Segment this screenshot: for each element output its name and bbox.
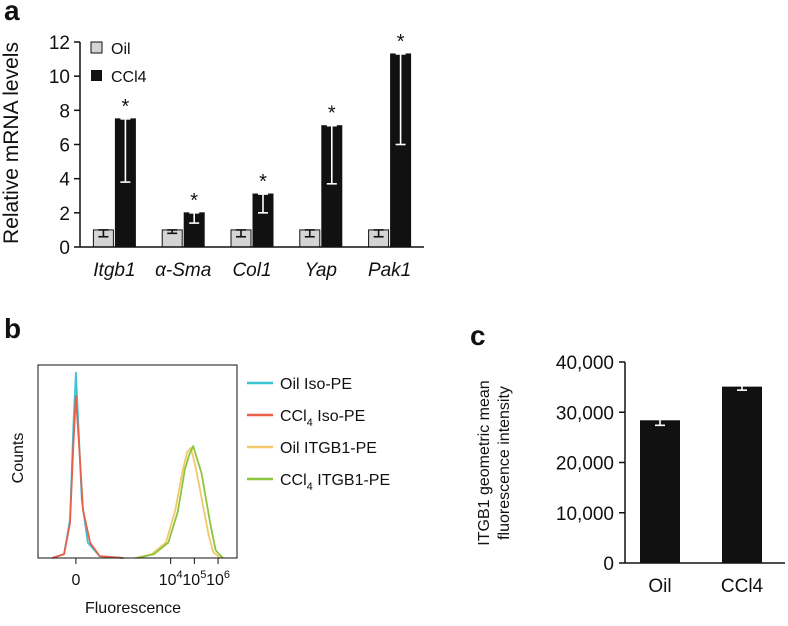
x-tick-label: 105: [182, 569, 206, 589]
legend-label-2: Oil ITGB1-PE: [280, 440, 377, 457]
panel-a-x-labels: Itgb1 α-Sma Col1 Yap Pak1: [93, 260, 411, 281]
y-tick-label: 30,000: [556, 403, 614, 424]
legend-swatch-oil: [90, 41, 103, 54]
significance-star: *: [328, 103, 336, 125]
x-tick-exponent: 4: [177, 569, 183, 581]
y-tick-label: 8: [59, 101, 70, 122]
panel-a-y-axis-label: Relative mRNA levels: [0, 42, 23, 244]
panel-b-x-ticks: 0 104 105 106: [71, 558, 230, 589]
x-category-label: Yap: [305, 260, 337, 281]
y-tick-label: 2: [59, 204, 70, 225]
legend-label-tail: ITGB1-PE: [313, 472, 390, 489]
x-category-label: Pak1: [368, 260, 411, 281]
panel-label-b: b: [4, 313, 21, 344]
panel-c-bars: [640, 382, 762, 563]
x-tick-exponent: 5: [200, 569, 206, 581]
x-category-label: Oil: [648, 576, 671, 597]
legend-label-subscript: 4: [307, 417, 313, 429]
legend-label-tail: Iso-PE: [313, 408, 365, 425]
panel-label-c: c: [470, 320, 486, 351]
y-tick-label: 12: [49, 33, 70, 54]
panel-label-a: a: [4, 0, 20, 26]
panel-a-bars: * * * * *: [92, 31, 412, 248]
x-tick-label: 104: [159, 569, 183, 589]
bar-0: [640, 420, 680, 563]
x-category-label: CCl4: [721, 576, 764, 597]
x-category-label: α-Sma: [155, 260, 211, 281]
y-tick-label: 4: [59, 170, 70, 191]
y-tick-label: 10,000: [556, 504, 614, 525]
legend-label-main: CCl: [280, 408, 307, 425]
legend-label-1: CCl4 Iso-PE: [280, 408, 365, 429]
legend-swatch-ccl4: [91, 70, 102, 81]
x-tick-base: 10: [182, 572, 200, 589]
significance-star: *: [122, 96, 130, 118]
panel-b-histograms: [51, 371, 224, 559]
x-tick-base: 10: [206, 572, 224, 589]
y-tick-label: 0: [59, 238, 70, 259]
y-tick-label: 10: [49, 67, 70, 88]
x-tick-exponent: 6: [224, 569, 230, 581]
histogram-curve-2: [134, 447, 221, 559]
panel-c-y-axis-label-line1: ITGB1 geometric mean: [476, 380, 493, 545]
histogram-curve-3: [137, 445, 224, 559]
panel-a-y-ticks: 0 2 4 6 8 10 12: [49, 33, 80, 259]
y-tick-label: 20,000: [556, 454, 614, 475]
x-tick-base: 0: [71, 572, 80, 589]
panel-b-y-axis-label: Counts: [10, 433, 27, 484]
legend-label-3: CCl4 ITGB1-PE: [280, 472, 390, 493]
x-tick-label: 106: [206, 569, 230, 589]
y-tick-label: 40,000: [556, 353, 614, 374]
legend-label-main: Oil ITGB1-PE: [280, 440, 377, 457]
panel-c-y-ticks: 0 10,000 20,000 30,000 40,000: [556, 353, 625, 575]
panel-c-y-axis-label-line2: fluorescence intensity: [496, 386, 513, 540]
significance-star: *: [259, 171, 267, 193]
x-tick-label: 0: [71, 572, 80, 589]
legend-label-0: Oil Iso-PE: [280, 376, 352, 393]
legend-label-main: Oil Iso-PE: [280, 376, 352, 393]
legend-label-ccl4: CCl4: [111, 69, 147, 86]
x-tick-base: 10: [159, 572, 177, 589]
significance-star: *: [190, 190, 198, 212]
histogram-curve-1: [51, 395, 124, 559]
legend-label-oil: Oil: [111, 41, 131, 58]
panel-a-legend: Oil CCl4: [90, 41, 147, 86]
bar-1: [722, 386, 762, 563]
x-category-label: Itgb1: [93, 260, 135, 281]
legend-label-main: CCl: [280, 472, 307, 489]
panel-b-plot-frame: [37, 364, 238, 559]
significance-star: *: [397, 31, 405, 53]
panel-b-x-axis-label: Fluorescence: [85, 600, 181, 617]
legend-label-subscript: 4: [307, 481, 313, 493]
x-category-label: Col1: [232, 260, 271, 281]
panel-c-x-labels: Oil CCl4: [648, 576, 763, 597]
y-tick-label: 0: [603, 554, 614, 575]
y-tick-label: 6: [59, 136, 70, 157]
